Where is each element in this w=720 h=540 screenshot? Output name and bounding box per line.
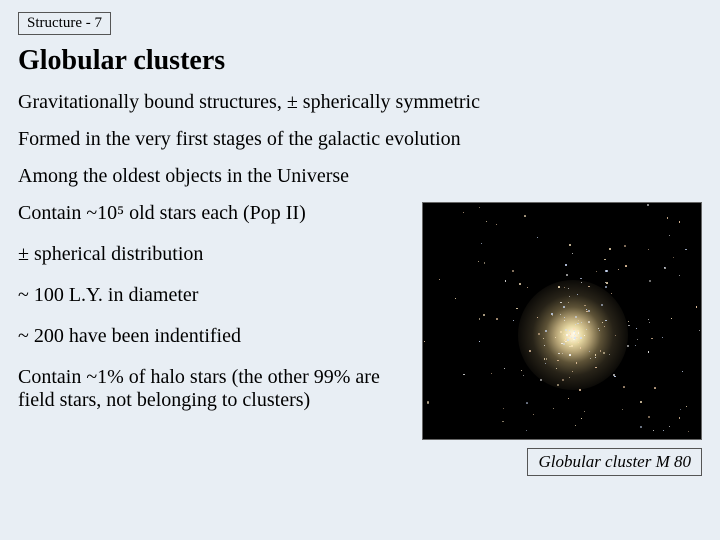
body-line: ± spherical distribution [18,243,408,266]
image-caption: Globular cluster M 80 [527,448,702,476]
page-title: Globular clusters [18,45,702,77]
body-line: Formed in the very first stages of the g… [18,128,702,151]
body-line: ~ 200 have been indentified [18,325,408,348]
body-line: Contain ~10⁵ old stars each (Pop II) [18,202,408,225]
cluster-core [518,280,628,390]
body-line: Gravitationally bound structures, ± sphe… [18,91,702,114]
slide-label: Structure - 7 [18,12,111,35]
body-line: Among the oldest objects in the Universe [18,165,702,188]
body-line: ~ 100 L.Y. in diameter [18,284,408,307]
body-line: Contain ~1% of halo stars (the other 99%… [18,366,408,412]
globular-cluster-image [422,202,702,440]
